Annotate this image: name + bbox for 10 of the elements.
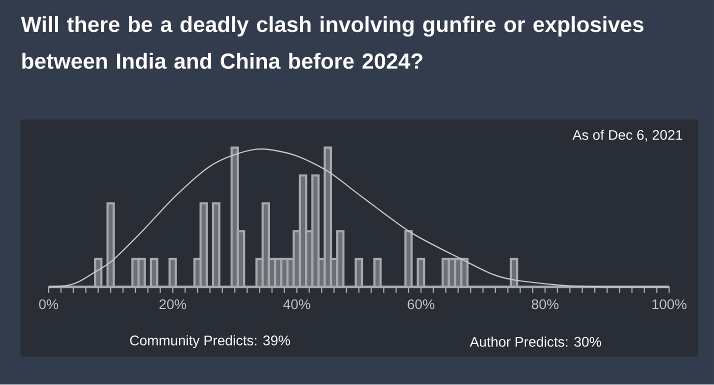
x-tick-label: 0%	[39, 300, 58, 310]
x-tick-label: 80%	[532, 300, 558, 310]
x-tick-label: 100%	[652, 300, 686, 310]
text: Author Predicts: 30%	[470, 336, 602, 348]
x-tick-label: 60%	[408, 300, 434, 310]
x-tick-label: 40%	[283, 300, 310, 310]
text: Community Predicts: 39%	[130, 335, 290, 348]
x-tick-label: 20%	[160, 300, 186, 310]
chart-title: Will there be a deadly clash involving gunfire or explosives between India and China before 2024?	[20, 16, 644, 70]
text: As of Dec 6, 2021	[572, 130, 682, 142]
